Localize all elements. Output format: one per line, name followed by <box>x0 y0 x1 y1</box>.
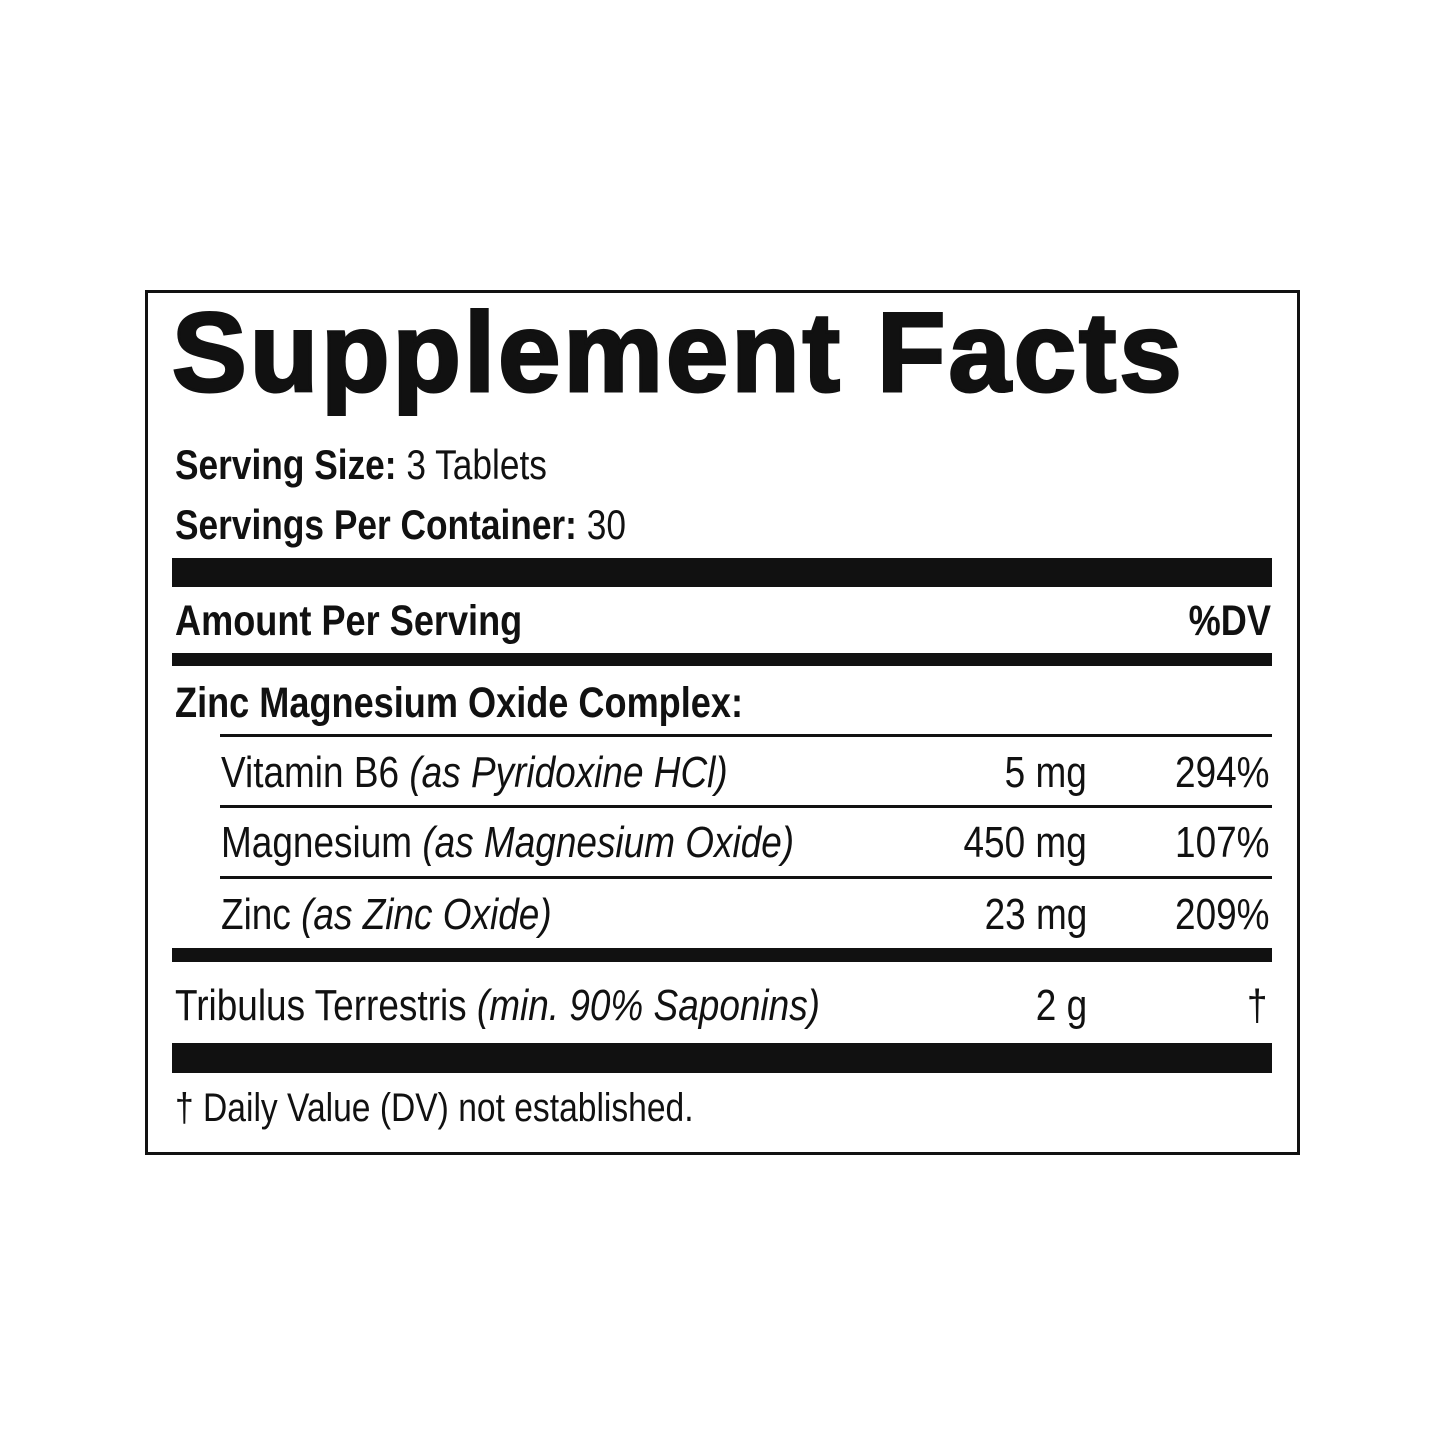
dv-heading: %DV <box>1188 597 1271 645</box>
divider-thick <box>172 1043 1272 1073</box>
other-ingredient-row-name: Tribulus Terrestris (min. 90% Saponins) <box>175 984 820 1028</box>
servings-per-container-value: 30 <box>586 501 626 548</box>
divider-thin <box>220 876 1272 879</box>
ingredient-row-name: Vitamin B6 (as Pyridoxine HCl) <box>221 751 728 795</box>
servings-per-container-label: Servings Per Container: <box>175 501 577 548</box>
divider-thin <box>220 734 1272 737</box>
divider-medium <box>172 653 1272 666</box>
servings-per-container: Servings Per Container: 30 <box>175 504 626 546</box>
ingredient-amount: 23 mg <box>984 890 1087 939</box>
serving-size-value: 3 Tablets <box>406 441 547 488</box>
amount-per-serving-heading: Amount Per Serving <box>175 597 523 645</box>
other-ingredient-source: (min. 90% Saponins) <box>476 981 820 1030</box>
ingredient-amount: 450 mg <box>963 818 1087 867</box>
ingredient-dv: 294% <box>1175 748 1270 797</box>
supplement-facts-panel <box>145 290 1300 1155</box>
other-ingredient-amount: 2 g <box>1035 981 1087 1030</box>
ingredient-row-name: Magnesium (as Magnesium Oxide) <box>221 821 794 865</box>
divider-medium <box>172 948 1272 962</box>
panel-title: Supplement Facts <box>171 290 1185 415</box>
ingredient-name: Magnesium <box>221 818 413 867</box>
ingredient-dv: 209% <box>1175 890 1270 939</box>
other-ingredient-name: Tribulus Terrestris <box>175 981 467 1030</box>
ingredient-amount: 5 mg <box>1004 748 1087 797</box>
ingredient-source: (as Pyridoxine HCl) <box>409 748 728 797</box>
serving-size-label: Serving Size: <box>175 441 397 488</box>
divider-thick <box>172 558 1272 587</box>
ingredient-name: Vitamin B6 <box>221 748 400 797</box>
footnote: † Daily Value (DV) not established. <box>175 1086 694 1130</box>
complex-heading: Zinc Magnesium Oxide Complex: <box>175 679 743 727</box>
ingredient-name: Zinc <box>221 890 291 939</box>
ingredient-source: (as Magnesium Oxide) <box>422 818 795 867</box>
ingredient-dv: 107% <box>1175 818 1270 867</box>
divider-thin <box>220 805 1272 808</box>
serving-size: Serving Size: 3 Tablets <box>175 444 547 486</box>
ingredient-source: (as Zinc Oxide) <box>301 890 552 939</box>
ingredient-row-name: Zinc (as Zinc Oxide) <box>221 893 552 937</box>
other-ingredient-dv: † <box>1246 981 1267 1030</box>
